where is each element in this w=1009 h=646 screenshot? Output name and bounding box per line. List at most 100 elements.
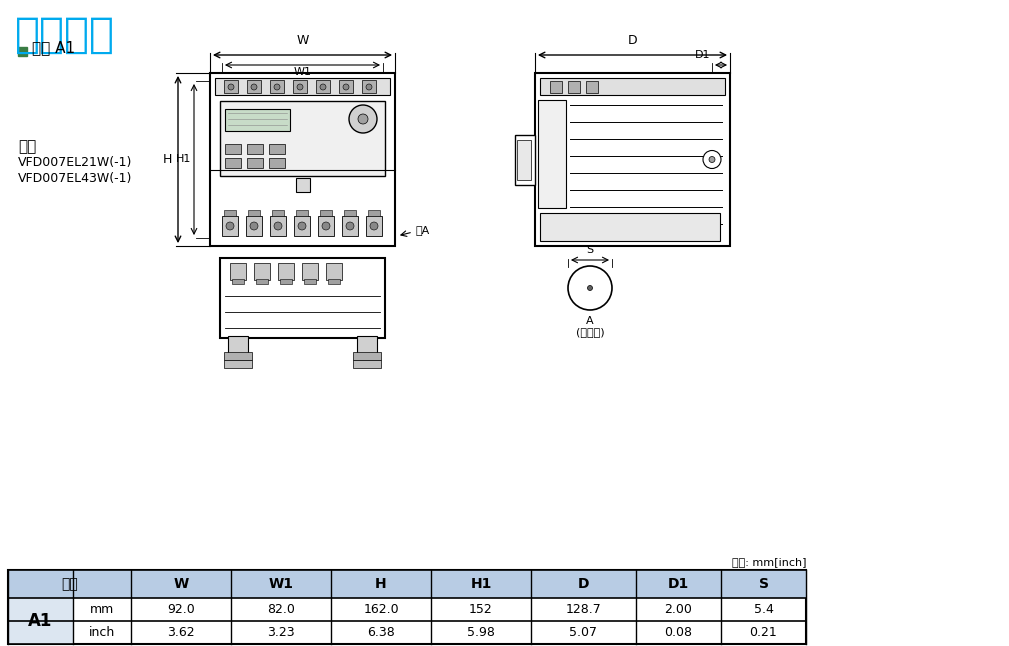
Circle shape bbox=[568, 266, 612, 310]
Circle shape bbox=[297, 84, 303, 90]
Bar bbox=[366, 216, 382, 236]
Bar bbox=[8, 570, 806, 598]
Bar bbox=[535, 73, 730, 246]
Bar bbox=[269, 144, 285, 154]
Bar bbox=[18, 47, 27, 56]
Bar bbox=[224, 360, 252, 368]
Bar bbox=[281, 279, 292, 284]
Text: 单位: mm[inch]: 单位: mm[inch] bbox=[732, 557, 806, 567]
Text: 6.38: 6.38 bbox=[367, 626, 395, 639]
Circle shape bbox=[251, 84, 257, 90]
Bar bbox=[270, 80, 284, 93]
Text: W1: W1 bbox=[268, 577, 294, 591]
Circle shape bbox=[343, 84, 349, 90]
Circle shape bbox=[274, 222, 282, 230]
Circle shape bbox=[703, 151, 721, 169]
Bar bbox=[224, 210, 236, 216]
Circle shape bbox=[226, 222, 234, 230]
Bar bbox=[246, 216, 262, 236]
Text: 型号: 型号 bbox=[18, 139, 36, 154]
Circle shape bbox=[274, 84, 281, 90]
Bar bbox=[328, 279, 340, 284]
Text: 5.07: 5.07 bbox=[569, 626, 597, 639]
Bar bbox=[368, 210, 380, 216]
Text: 152: 152 bbox=[469, 603, 492, 616]
Bar bbox=[550, 81, 562, 93]
Text: 128.7: 128.7 bbox=[566, 603, 601, 616]
Bar bbox=[270, 216, 286, 236]
Text: H: H bbox=[375, 577, 386, 591]
Bar bbox=[538, 100, 566, 208]
Text: 5.98: 5.98 bbox=[467, 626, 495, 639]
Bar bbox=[254, 263, 270, 280]
Bar bbox=[232, 279, 244, 284]
Text: 见A: 见A bbox=[415, 225, 429, 235]
Text: 2.00: 2.00 bbox=[665, 603, 692, 616]
Bar bbox=[540, 78, 725, 95]
Bar bbox=[8, 570, 806, 644]
Bar bbox=[248, 210, 260, 216]
Bar bbox=[540, 213, 720, 241]
Text: A: A bbox=[586, 316, 594, 326]
Text: H1: H1 bbox=[176, 154, 191, 165]
Bar bbox=[296, 178, 310, 192]
Circle shape bbox=[358, 114, 368, 124]
Circle shape bbox=[298, 222, 306, 230]
Text: 框号: 框号 bbox=[62, 577, 78, 591]
Text: mm: mm bbox=[90, 603, 114, 616]
Circle shape bbox=[322, 222, 330, 230]
Bar bbox=[304, 279, 316, 284]
Text: W: W bbox=[297, 34, 309, 47]
Text: inch: inch bbox=[89, 626, 115, 639]
Circle shape bbox=[709, 156, 715, 163]
Bar bbox=[326, 263, 342, 280]
Bar bbox=[339, 80, 353, 93]
Text: 0.08: 0.08 bbox=[665, 626, 692, 639]
Text: 5.4: 5.4 bbox=[754, 603, 774, 616]
Bar bbox=[220, 258, 385, 338]
Text: W1: W1 bbox=[294, 67, 312, 77]
Bar bbox=[302, 263, 318, 280]
Bar bbox=[278, 263, 294, 280]
Bar bbox=[362, 80, 376, 93]
Text: H1: H1 bbox=[470, 577, 491, 591]
Bar bbox=[247, 158, 263, 168]
Circle shape bbox=[250, 222, 258, 230]
Circle shape bbox=[370, 222, 378, 230]
Bar bbox=[316, 80, 330, 93]
Bar bbox=[353, 360, 381, 368]
Bar bbox=[269, 158, 285, 168]
Bar bbox=[296, 210, 308, 216]
Bar bbox=[568, 81, 580, 93]
Bar bbox=[247, 144, 263, 154]
Bar bbox=[272, 210, 284, 216]
Bar bbox=[293, 80, 307, 93]
Circle shape bbox=[587, 286, 592, 291]
Text: 162.0: 162.0 bbox=[363, 603, 399, 616]
Text: D1: D1 bbox=[668, 577, 689, 591]
Bar bbox=[230, 263, 246, 280]
Text: D1: D1 bbox=[694, 50, 710, 60]
Text: 框号 A1: 框号 A1 bbox=[32, 41, 75, 56]
Circle shape bbox=[320, 84, 326, 90]
Circle shape bbox=[228, 84, 234, 90]
Text: 3.62: 3.62 bbox=[167, 626, 195, 639]
Text: VFD007EL43W(-1): VFD007EL43W(-1) bbox=[18, 172, 132, 185]
Text: 0.21: 0.21 bbox=[750, 626, 777, 639]
Text: H: H bbox=[162, 153, 172, 166]
Text: 82.0: 82.0 bbox=[267, 603, 295, 616]
Text: A1: A1 bbox=[28, 612, 52, 630]
Circle shape bbox=[346, 222, 354, 230]
Bar bbox=[320, 210, 332, 216]
Circle shape bbox=[366, 84, 372, 90]
Bar bbox=[517, 140, 531, 180]
Bar bbox=[224, 80, 238, 93]
Bar bbox=[256, 279, 268, 284]
Bar bbox=[247, 80, 261, 93]
Text: VFD007EL21W(-1): VFD007EL21W(-1) bbox=[18, 156, 132, 169]
Circle shape bbox=[349, 105, 377, 133]
Bar bbox=[225, 109, 290, 131]
Bar bbox=[225, 144, 241, 154]
Text: S: S bbox=[586, 245, 593, 255]
Text: 3.23: 3.23 bbox=[267, 626, 295, 639]
